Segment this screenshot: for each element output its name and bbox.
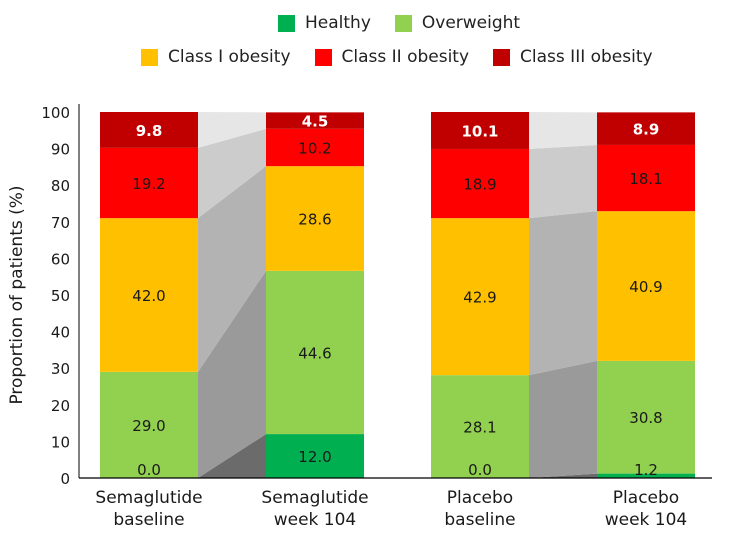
data-label-semaglutide-week-104-class-iii-obesity: 4.5: [302, 113, 329, 131]
data-label-placebo-baseline-class-iii-obesity: 10.1: [461, 122, 498, 140]
data-label-placebo-week-104-class-i-obesity: 40.9: [629, 278, 662, 296]
data-label-semaglutide-baseline-class-ii-obesity: 19.2: [132, 175, 165, 193]
data-labels: 0.0 29.0 42.0 19.2 9.8 12.0 44.6 28.6 10.2 4.5 0.0…: [132, 113, 662, 479]
legend-swatch-healthy: [278, 14, 295, 32]
flow-band-placebo-class-iii-obesity: [529, 112, 597, 149]
legend-label-class-iii-obesity: Class III obesity: [520, 47, 653, 67]
legend-row-2: Class I obesity Class II obesity Class III…: [141, 47, 653, 67]
flow-band-semaglutide-class-ii-obesity: [198, 128, 266, 219]
legend-swatch-class-ii-obesity: [314, 48, 332, 66]
bar-segment-placebo-week-104-class-iii-obesity: [597, 112, 695, 145]
x-tick-label-placebo-baseline-line-2: baseline: [444, 510, 515, 530]
data-label-semaglutide-week-104-class-ii-obesity: 10.2: [298, 140, 331, 158]
bar-segment-semaglutide-week-104-healthy: [266, 434, 364, 478]
data-label-semaglutide-baseline-class-iii-obesity: 9.8: [136, 122, 163, 140]
bar-segment-placebo-baseline-class-i-obesity: [431, 218, 529, 376]
y-tick-label-50: 50: [51, 287, 70, 305]
flow-band-semaglutide-class-iii-obesity: [198, 112, 266, 148]
y-axis-title: Proportion of patients (%): [7, 185, 27, 404]
data-label-semaglutide-baseline-healthy: 0.0: [137, 461, 161, 479]
y-tick-label-60: 60: [51, 250, 70, 268]
x-tick-label-semaglutide-baseline-line-2: baseline: [113, 510, 184, 530]
x-tick-label-placebo-week-104-line-1: Placebo: [613, 488, 679, 508]
data-label-placebo-baseline-class-ii-obesity: 18.9: [463, 176, 496, 194]
bar-segment-semaglutide-baseline-overweight: [100, 371, 198, 478]
y-tick-label-70: 70: [51, 214, 70, 232]
flow-band-placebo-healthy: [529, 473, 597, 478]
flow-band-semaglutide-overweight: [198, 270, 266, 478]
legend-item-class-ii-obesity: Class II obesity: [314, 47, 470, 67]
data-label-placebo-week-104-class-ii-obesity: 18.1: [629, 170, 662, 188]
y-tick-label-90: 90: [51, 141, 70, 159]
bar-segment-placebo-week-104-class-i-obesity: [597, 211, 695, 361]
bar-segment-semaglutide-week-104-class-iii-obesity: [266, 112, 364, 129]
legend-item-class-iii-obesity: Class III obesity: [493, 47, 653, 67]
data-label-semaglutide-week-104-healthy: 12.0: [298, 448, 331, 466]
y-tick-label-100: 100: [41, 104, 70, 122]
legend-label-class-ii-obesity: Class II obesity: [341, 47, 470, 67]
flow-band-placebo-class-ii-obesity: [529, 144, 597, 219]
data-label-semaglutide-baseline-class-i-obesity: 42.0: [132, 287, 165, 305]
legend-item-overweight: Overweight: [394, 13, 521, 33]
x-tick-label-semaglutide-baseline-line-1: Semaglutide: [95, 488, 202, 508]
y-tick-label-30: 30: [51, 360, 70, 378]
bar-segment-placebo-baseline-class-iii-obesity: [431, 112, 529, 149]
legend-item-class-i-obesity: Class I obesity: [141, 47, 291, 67]
y-tick-label-10: 10: [51, 433, 70, 451]
flow-band-placebo-class-i-obesity: [529, 211, 597, 376]
legend-label-overweight: Overweight: [421, 13, 521, 33]
legend-label-healthy: Healthy: [305, 13, 371, 33]
data-label-placebo-week-104-class-iii-obesity: 8.9: [633, 121, 660, 139]
bar-segment-semaglutide-baseline-class-iii-obesity: [100, 112, 198, 148]
data-label-placebo-week-104-overweight: 30.8: [629, 409, 662, 427]
bar-segment-placebo-week-104-class-ii-obesity: [597, 144, 695, 212]
y-tick-label-0: 0: [60, 470, 70, 488]
stacked-bars: [100, 112, 695, 478]
bar-segment-semaglutide-week-104-class-i-obesity: [266, 166, 364, 271]
legend-swatch-class-i-obesity: [141, 48, 158, 66]
data-label-placebo-baseline-overweight: 28.1: [463, 419, 496, 437]
legend-item-healthy: Healthy: [278, 13, 371, 33]
bar-segment-semaglutide-baseline-class-i-obesity: [100, 218, 198, 372]
x-tick-label-semaglutide-week-104-line-1: Semaglutide: [261, 488, 368, 508]
legend-swatch-overweight: [394, 14, 412, 32]
flow-band-placebo-overweight: [529, 360, 597, 478]
legend-label-class-i-obesity: Class I obesity: [168, 47, 291, 67]
bar-segment-placebo-baseline-overweight: [431, 375, 529, 478]
data-label-semaglutide-week-104-overweight: 44.6: [298, 344, 331, 362]
bar-segment-placebo-week-104-healthy: [597, 473, 695, 478]
legend-row-1: Healthy Overweight: [278, 13, 520, 33]
data-label-placebo-baseline-healthy: 0.0: [468, 461, 492, 479]
y-tick-label-20: 20: [51, 397, 70, 415]
bar-segment-placebo-baseline-class-ii-obesity: [431, 148, 529, 219]
bar-segment-semaglutide-week-104-class-ii-obesity: [266, 128, 364, 167]
y-tick-label-40: 40: [51, 324, 70, 342]
legend-swatch-class-iii-obesity: [493, 48, 511, 66]
y-tick-label-80: 80: [51, 177, 70, 195]
data-label-placebo-baseline-class-i-obesity: 42.9: [463, 289, 496, 307]
x-tick-label-placebo-baseline-line-1: Placebo: [447, 488, 513, 508]
flow-band-semaglutide-class-i-obesity: [198, 166, 266, 372]
bar-segment-semaglutide-week-104-overweight: [266, 270, 364, 435]
flow-bands: [198, 112, 597, 478]
data-label-semaglutide-baseline-overweight: 29.0: [132, 417, 165, 435]
bar-segment-placebo-week-104-overweight: [597, 360, 695, 474]
x-tick-label-placebo-week-104-line-2: week 104: [605, 510, 688, 530]
flow-band-semaglutide-healthy: [198, 434, 266, 478]
x-tick-label-semaglutide-week-104-line-2: week 104: [274, 510, 357, 530]
bar-segment-semaglutide-baseline-class-ii-obesity: [100, 147, 198, 219]
data-label-placebo-week-104-healthy: 1.2: [634, 461, 658, 479]
data-label-semaglutide-week-104-class-i-obesity: 28.6: [298, 211, 331, 229]
